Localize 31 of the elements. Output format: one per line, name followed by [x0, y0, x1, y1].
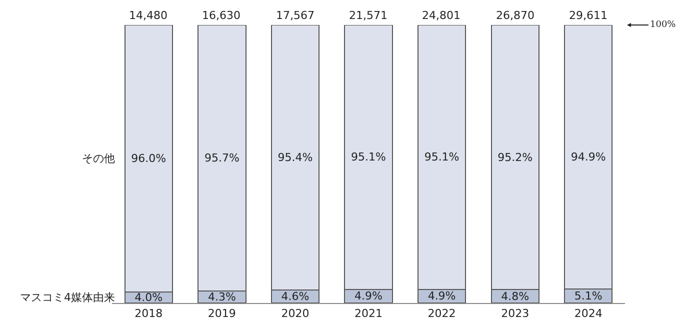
- annotation: 26,870: [496, 9, 534, 22]
- data-label: 95.7%: [204, 152, 240, 165]
- ref-line-label: 100%: [650, 20, 676, 30]
- data-label: 95.4%: [278, 151, 313, 164]
- x-tick-label: 2020: [281, 307, 310, 320]
- series-label: マスコミ4媒体由来: [20, 291, 115, 304]
- series-label: その他: [82, 152, 115, 165]
- data-label: 95.2%: [498, 150, 533, 164]
- annotation: 24,801: [422, 9, 460, 22]
- x-tick-label: 2024: [574, 307, 602, 320]
- x-tick-label: 2023: [501, 307, 530, 320]
- data-label: 4.3%: [208, 290, 236, 304]
- data-label: 96.0%: [131, 152, 166, 165]
- data-label: 95.1%: [351, 150, 386, 164]
- x-tick-label: 2021: [354, 307, 382, 320]
- data-label: 95.1%: [424, 150, 460, 164]
- data-label: 94.9%: [570, 150, 606, 164]
- data-label: 4.8%: [501, 290, 530, 303]
- x-tick-label: 2022: [428, 307, 456, 320]
- data-label: 4.6%: [281, 290, 310, 304]
- x-tick-label: 2019: [208, 307, 236, 320]
- x-tick-label: 2018: [134, 307, 163, 320]
- data-label: 4.9%: [428, 290, 456, 303]
- annotation: 14,480: [129, 9, 168, 22]
- annotation: 29,611: [569, 9, 608, 22]
- data-label: 4.0%: [134, 290, 163, 304]
- data-label: 5.1%: [574, 289, 602, 302]
- annotation: 21,571: [349, 9, 388, 22]
- annotation: 16,630: [202, 9, 240, 22]
- annotation: 17,567: [276, 9, 314, 22]
- data-label: 4.9%: [354, 290, 382, 303]
